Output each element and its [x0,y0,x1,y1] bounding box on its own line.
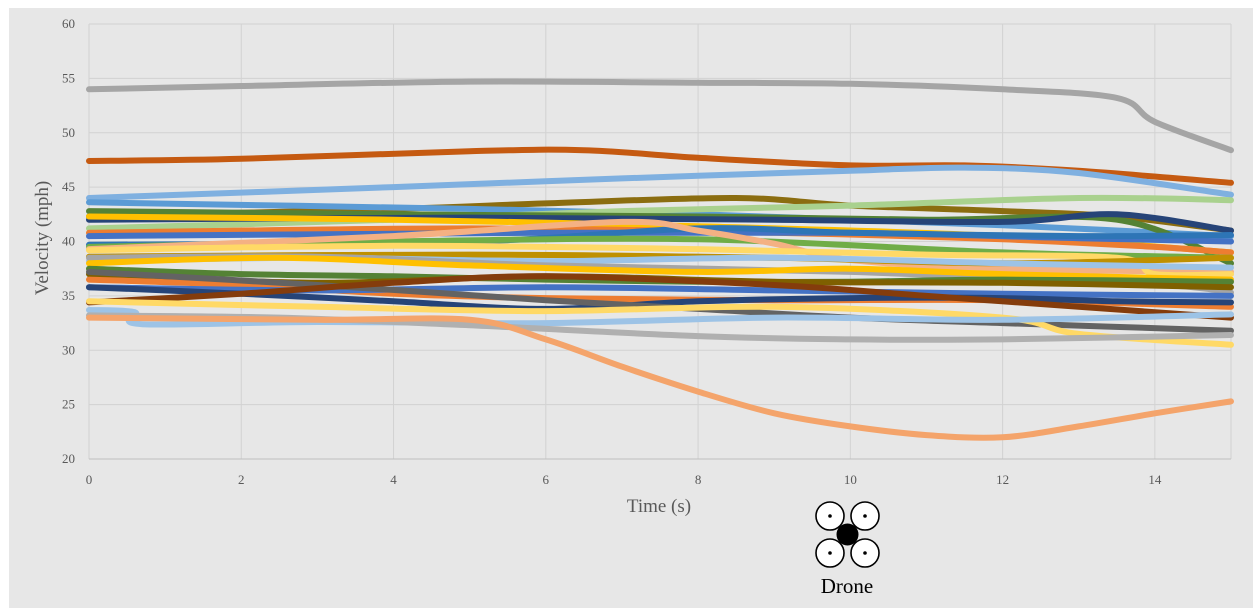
y-tick-label: 45 [62,179,75,194]
x-tick-label: 2 [238,472,245,487]
series-line-1 [86,78,1234,154]
series-line-28 [86,307,1234,328]
series-line-19 [86,254,1234,283]
x-tick-labels: 0 2 4 6 8 10 12 14 [86,472,1162,487]
series-line-6 [86,194,1234,232]
x-tick-label: 0 [86,472,93,487]
x-tick-label: 12 [996,472,1009,487]
quadcopter-icon [815,501,880,568]
y-tick-label: 50 [62,125,75,140]
y-tick-label: 40 [62,234,75,249]
y-axis-title: Velocity (mph) [32,181,53,296]
y-tick-label: 30 [62,342,75,357]
x-tick-label: 14 [1148,472,1162,487]
y-tick-label: 20 [62,451,75,466]
y-tick-label: 25 [62,397,75,412]
x-tick-label: 4 [390,472,397,487]
y-tick-label: 55 [62,70,75,85]
x-tick-label: 6 [543,472,550,487]
series-line-14 [86,218,1234,275]
drone-body [836,523,859,546]
series-line-26 [86,273,1234,321]
y-tick-label: 35 [62,288,75,303]
series-line-27 [86,298,1234,348]
x-tick-label: 8 [695,472,702,487]
series-layer [86,78,1234,441]
series-line-3 [86,164,1234,201]
x-tick-label: 10 [844,472,857,487]
y-tick-labels: 20 25 30 35 40 45 50 55 60 [62,16,75,466]
x-axis-title: Time (s) [627,496,691,517]
series-line-30 [86,314,1234,441]
y-tick-label: 60 [62,16,75,31]
series-line-24 [86,284,1234,312]
drone-label: Drone [821,574,873,598]
